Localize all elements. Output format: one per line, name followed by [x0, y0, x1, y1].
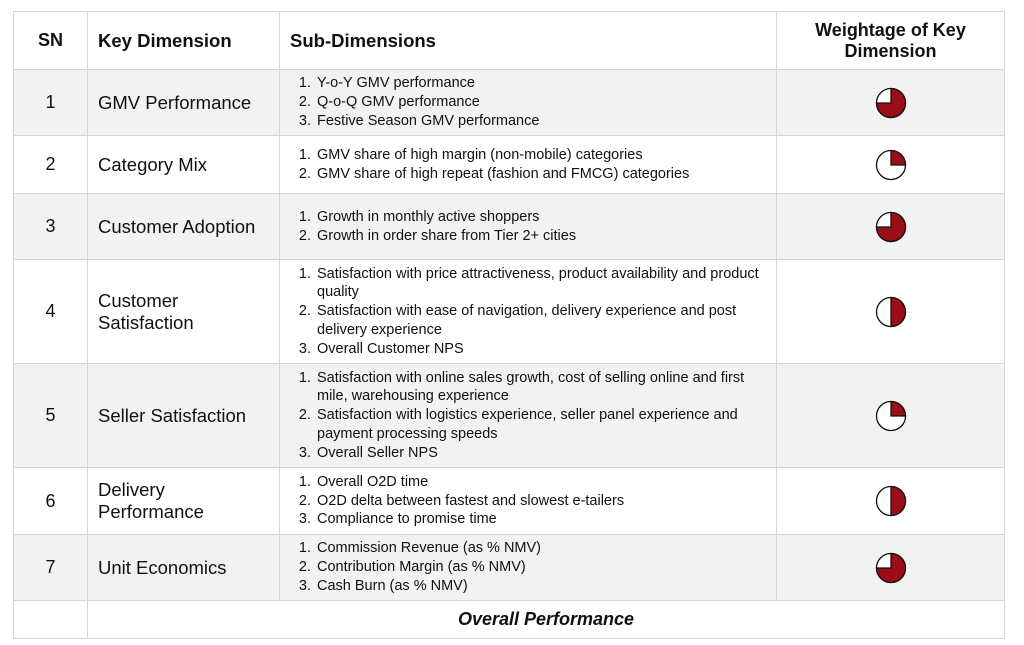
key-dimension: Customer Satisfaction: [98, 289, 194, 333]
table-cell: [776, 193, 1005, 260]
table-cell: GMV Performance: [87, 69, 280, 136]
harvey-ball: [875, 552, 906, 583]
row-sn: 5: [45, 405, 56, 425]
key-dimension: Category Mix: [98, 153, 207, 175]
table-cell: [776, 363, 1005, 468]
table-cell: Overall O2D timeO2D delta between fastes…: [279, 467, 777, 535]
table-cell: Commission Revenue (as % NMV)Contributio…: [279, 534, 777, 601]
table-cell: 6: [13, 467, 88, 535]
harvey-ball: [875, 485, 906, 517]
table-cell: Satisfaction with price attractiveness, …: [279, 259, 777, 364]
table-cell: Category Mix: [87, 135, 280, 194]
harvey-ball-fill: [875, 87, 906, 118]
table-cell: [776, 69, 1005, 136]
harvey-ball: [875, 149, 906, 180]
harvey-ball: [875, 87, 906, 118]
table-cell: Seller Satisfaction: [87, 363, 280, 468]
header-weight: Weightage of Key Dimension: [815, 19, 966, 61]
sub-dimension: Satisfaction with online sales growth, c…: [315, 369, 776, 406]
harvey-ball-fill: [889, 400, 906, 417]
sub-dimension-list: Satisfaction with price attractiveness, …: [280, 265, 776, 359]
harvey-ball-fill: [889, 149, 906, 166]
sub-dimension: GMV share of high margin (non-mobile) ca…: [315, 146, 689, 165]
row-sn: 7: [45, 557, 56, 577]
table-cell: Sub-Dimensions: [279, 11, 777, 70]
footer: Overall Performance: [457, 609, 635, 629]
header-sub: Sub-Dimensions: [290, 29, 436, 51]
sub-dimension: Cash Burn (as % NMV): [315, 577, 541, 596]
table-cell: [776, 135, 1005, 194]
sub-dimension: Compliance to promise time: [315, 510, 624, 529]
sub-dimension: Satisfaction with ease of navigation, de…: [315, 302, 776, 339]
harvey-ball-fill: [889, 296, 906, 327]
table-cell: Key Dimension: [87, 11, 280, 70]
sub-dimension: Commission Revenue (as % NMV): [315, 539, 541, 558]
sub-dimension: O2D delta between fastest and slowest e-…: [315, 492, 624, 511]
sub-dimension: Overall Seller NPS: [315, 444, 776, 463]
row-sn: 3: [45, 216, 56, 236]
harvey-ball: [875, 296, 906, 327]
row-sn: 2: [45, 154, 56, 174]
key-dimension: Unit Economics: [98, 556, 227, 578]
sub-dimension-list: Overall O2D timeO2D delta between fastes…: [280, 473, 624, 529]
table-cell: [776, 467, 1005, 535]
table-cell: Growth in monthly active shoppersGrowth …: [279, 193, 777, 260]
table-cell: Customer Satisfaction: [87, 259, 280, 364]
sub-dimension: Satisfaction with logistics experience, …: [315, 406, 776, 443]
header-sn: SN: [37, 30, 63, 50]
key-dimension: Delivery Performance: [98, 479, 204, 522]
table-cell: 5: [13, 363, 88, 468]
sub-dimension: GMV share of high repeat (fashion and FM…: [315, 165, 689, 184]
sub-dimension-list: Y-o-Y GMV performanceQ-o-Q GMV performan…: [280, 74, 539, 130]
table-cell: GMV share of high margin (non-mobile) ca…: [279, 135, 777, 194]
table-cell: Unit Economics: [87, 534, 280, 601]
sub-dimension: Satisfaction with price attractiveness, …: [315, 265, 776, 302]
key-dimension: Customer Adoption: [98, 215, 256, 237]
table-cell: SN: [13, 11, 88, 70]
harvey-ball: [875, 400, 906, 431]
sub-dimension-list: Commission Revenue (as % NMV)Contributio…: [280, 539, 541, 595]
table-cell: 3: [13, 193, 88, 260]
sub-dimension: Growth in order share from Tier 2+ citie…: [315, 227, 576, 246]
table-cell: 2: [13, 135, 88, 194]
sub-dimension: Growth in monthly active shoppers: [315, 208, 576, 227]
row-sn: 6: [45, 490, 56, 511]
table-cell: Satisfaction with online sales growth, c…: [279, 363, 777, 468]
table-cell: [13, 600, 88, 639]
harvey-ball-fill: [875, 552, 906, 583]
table-cell: 1: [13, 69, 88, 136]
key-dimension: GMV Performance: [98, 91, 252, 113]
sub-dimension: Q-o-Q GMV performance: [315, 93, 539, 112]
table-cell: [776, 259, 1005, 364]
harvey-ball-fill: [889, 485, 906, 517]
row-sn: 4: [45, 301, 56, 321]
sub-dimension: Contribution Margin (as % NMV): [315, 558, 541, 577]
sub-dimension: Festive Season GMV performance: [315, 112, 539, 131]
harvey-ball-fill: [875, 211, 906, 242]
sub-dimension-list: GMV share of high margin (non-mobile) ca…: [280, 146, 689, 183]
table-cell: Y-o-Y GMV performanceQ-o-Q GMV performan…: [279, 69, 777, 136]
sub-dimension-list: Growth in monthly active shoppersGrowth …: [280, 208, 576, 245]
table-cell: [776, 534, 1005, 601]
table-cell: Weightage of Key Dimension: [776, 11, 1005, 70]
sub-dimension-list: Satisfaction with online sales growth, c…: [280, 369, 776, 463]
table-cell: 4: [13, 259, 88, 364]
harvey-ball: [875, 211, 906, 242]
table-cell: Overall Performance: [87, 600, 1005, 639]
table-cell: 7: [13, 534, 88, 601]
sub-dimension: Y-o-Y GMV performance: [315, 74, 539, 93]
table-cell: Delivery Performance: [87, 467, 280, 535]
row-sn: 1: [45, 92, 56, 112]
header-key: Key Dimension: [98, 29, 232, 51]
sub-dimension: Overall Customer NPS: [315, 340, 776, 359]
sub-dimension: Overall O2D time: [315, 473, 624, 492]
key-dimension: Seller Satisfaction: [98, 404, 247, 426]
table-cell: Customer Adoption: [87, 193, 280, 260]
